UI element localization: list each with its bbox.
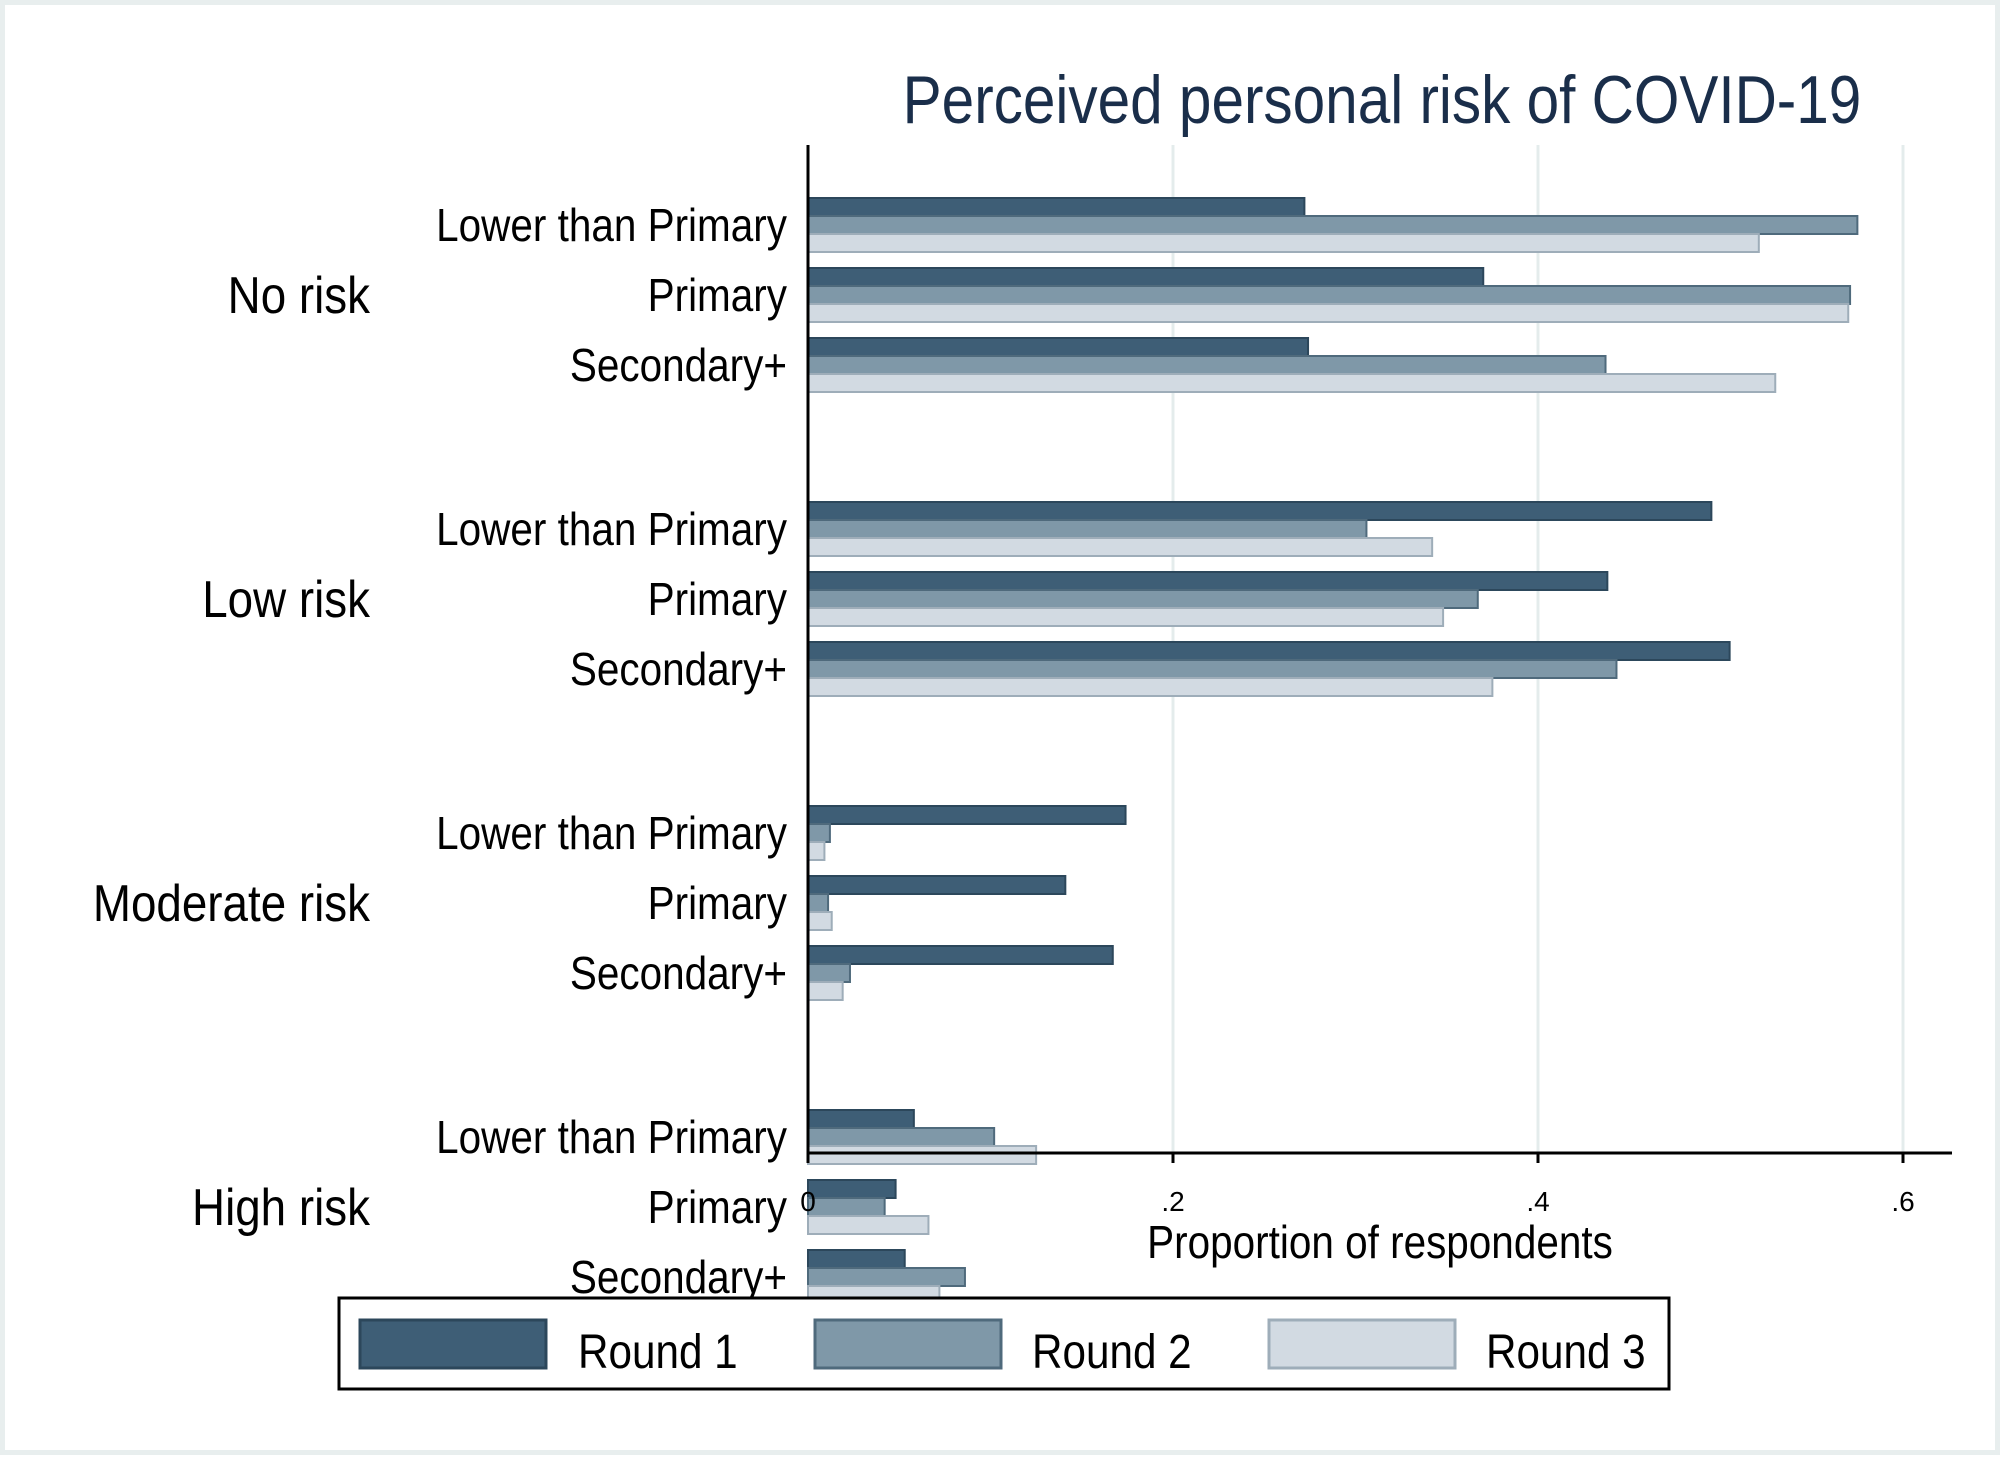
legend-key-round-2	[813, 1318, 1003, 1370]
bar-chart: Perceived personal risk of COVID-19 Lowe…	[93, 63, 1952, 1391]
category-label: Lower than Primary	[436, 505, 787, 556]
bar-round-3	[807, 841, 826, 861]
bar-round-1	[807, 1109, 915, 1129]
bar-round-3	[807, 1145, 1038, 1165]
bar-round-2	[807, 823, 831, 843]
bar-round-1	[807, 805, 1127, 825]
x-tick-labels: 0 .2 .4 .6	[800, 1186, 1914, 1217]
bar-round-1	[807, 337, 1310, 357]
bar-round-1	[807, 571, 1609, 591]
x-tick-label: .2	[1161, 1186, 1184, 1217]
x-tick-label: 0	[800, 1186, 816, 1217]
group-label: Low risk	[202, 571, 370, 628]
bar-round-2	[807, 1127, 996, 1147]
bar-round-1	[807, 197, 1306, 217]
bar-round-1	[807, 945, 1114, 965]
category-label: Secondary+	[570, 341, 787, 392]
x-tick-label: .6	[1891, 1186, 1914, 1217]
bar-round-1	[807, 1179, 897, 1199]
category-label: Lower than Primary	[436, 809, 787, 860]
x-axis-title: Proportion of respondents	[1147, 1218, 1613, 1269]
category-label: Primary	[648, 1183, 788, 1234]
bar-round-3	[807, 911, 833, 931]
bar-round-1	[807, 641, 1731, 661]
bar-round-2	[807, 893, 830, 913]
bar-round-3	[807, 981, 844, 1001]
group-label: High risk	[192, 1179, 370, 1236]
bar-round-2	[807, 519, 1368, 539]
bar-round-3	[807, 677, 1494, 697]
legend-key-round-1	[358, 1318, 548, 1370]
legend-label-round-1: Round 1	[578, 1324, 738, 1378]
bar-round-1	[807, 875, 1067, 895]
chart-title: Perceived personal risk of COVID-19	[903, 63, 1862, 138]
bar-round-3	[807, 537, 1434, 557]
category-label: Lower than Primary	[436, 201, 787, 252]
bar-round-2	[807, 963, 851, 983]
bar-round-2	[807, 355, 1607, 375]
bar-round-3	[807, 373, 1777, 393]
axes	[806, 145, 1952, 1163]
category-labels: Lower than Primary Primary Secondary+ No ri…	[93, 201, 787, 1304]
category-label: Secondary+	[570, 1253, 787, 1304]
bar-round-2	[807, 1267, 966, 1287]
category-label: Primary	[648, 271, 788, 322]
group-label: Moderate risk	[93, 875, 371, 932]
bar-round-2	[807, 285, 1852, 305]
bar-round-2	[807, 589, 1479, 609]
bar-round-1	[807, 501, 1713, 521]
category-label: Secondary+	[570, 949, 787, 1000]
bar-round-3	[807, 1215, 930, 1235]
category-label: Primary	[648, 879, 788, 930]
bar-round-3	[807, 303, 1850, 323]
legend-label-round-3: Round 3	[1486, 1324, 1646, 1378]
bar-round-3	[807, 233, 1760, 253]
legend: Round 1 Round 2 Round 3	[337, 1296, 1671, 1391]
x-tick-label: .4	[1526, 1186, 1549, 1217]
group-label: No risk	[228, 267, 371, 324]
bar-round-1	[807, 1249, 906, 1269]
category-label: Lower than Primary	[436, 1113, 787, 1164]
bars	[807, 197, 1859, 1305]
bar-round-2	[807, 215, 1859, 235]
bar-round-2	[807, 1197, 886, 1217]
bar-round-3	[807, 607, 1445, 627]
legend-label-round-2: Round 2	[1032, 1324, 1192, 1378]
legend-key-round-3	[1267, 1318, 1457, 1370]
bar-round-2	[807, 659, 1618, 679]
bar-round-1	[807, 267, 1485, 287]
category-label: Primary	[648, 575, 788, 626]
category-label: Secondary+	[570, 645, 787, 696]
